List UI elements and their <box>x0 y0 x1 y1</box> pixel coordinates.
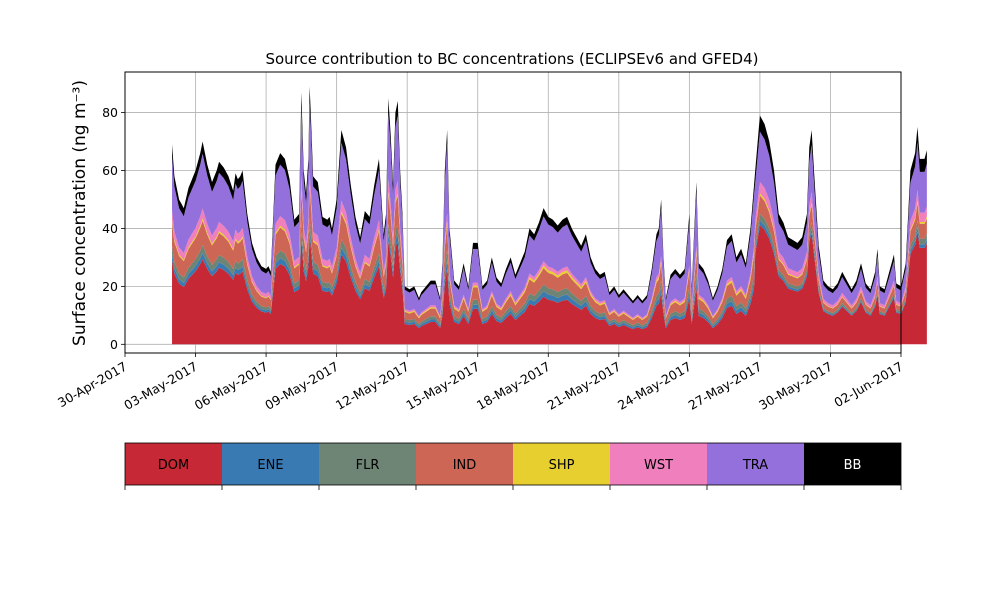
x-tick-label: 24-May-2017 <box>615 359 694 413</box>
y-axis: 0 20 40 60 80 <box>102 105 125 352</box>
y-tick-label: 20 <box>102 279 118 294</box>
legend-label: SHP <box>549 458 575 473</box>
legend-label: DOM <box>158 458 189 473</box>
legend-swatch-shp <box>513 443 610 485</box>
y-tick-label: 40 <box>102 221 118 236</box>
x-tick-label: 15-May-2017 <box>403 359 482 413</box>
legend-label: WST <box>644 458 673 473</box>
x-tick-label: 12-May-2017 <box>333 359 412 413</box>
y-axis-label: Surface concentration (ng m⁻³) <box>70 80 90 346</box>
legend-label: IND <box>453 458 477 473</box>
legend: DOM ENE FLR IND SHP WST TRA BB <box>124 442 902 490</box>
x-tick-label: 30-May-2017 <box>756 359 835 413</box>
legend-swatch-wst <box>610 443 707 485</box>
area-bb <box>172 86 927 304</box>
x-tick-label: 27-May-2017 <box>686 359 765 413</box>
x-tick-label: 02-Jun-2017 <box>831 359 905 410</box>
x-tick-label: 03-May-2017 <box>121 359 200 413</box>
area-dom <box>172 225 927 345</box>
stacked-areas <box>172 86 927 345</box>
legend-swatch-dom <box>125 443 222 485</box>
x-tick-label: 09-May-2017 <box>262 359 341 413</box>
x-axis: 30-Apr-201703-May-201706-May-201709-May-… <box>55 353 906 413</box>
chart-title: Source contribution to BC concentrations… <box>265 50 758 68</box>
legend-swatch-tra <box>707 443 804 485</box>
area-tra <box>172 101 927 318</box>
legend-swatch-ene <box>222 443 319 485</box>
x-tick-label: 06-May-2017 <box>192 359 271 413</box>
legend-swatch-flr <box>319 443 416 485</box>
y-tick-label: 0 <box>110 337 118 352</box>
y-tick-label: 80 <box>102 105 118 120</box>
x-tick-label: 18-May-2017 <box>474 359 553 413</box>
legend-label: TRA <box>742 458 768 473</box>
legend-swatch-ind <box>416 443 513 485</box>
y-tick-label: 60 <box>102 163 118 178</box>
legend-label: FLR <box>356 458 380 473</box>
x-tick-label: 30-Apr-2017 <box>55 359 129 411</box>
x-tick-label: 21-May-2017 <box>544 359 623 413</box>
area-ind <box>172 187 927 326</box>
plot-frame <box>124 71 902 354</box>
legend-swatch-bb <box>804 443 901 485</box>
legend-label: ENE <box>257 458 283 473</box>
legend-label: BB <box>844 458 862 473</box>
